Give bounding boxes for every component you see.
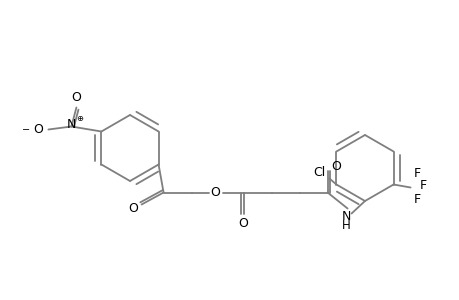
Text: N: N: [341, 210, 351, 223]
Text: H: H: [341, 219, 350, 232]
Text: N: N: [67, 118, 76, 131]
Text: O: O: [34, 123, 43, 136]
Text: F: F: [413, 167, 420, 180]
Text: O: O: [331, 160, 341, 173]
Text: Cl: Cl: [313, 166, 325, 179]
Text: O: O: [129, 202, 138, 215]
Text: O: O: [210, 186, 220, 199]
Text: −: −: [22, 124, 30, 134]
Text: ⊕: ⊕: [76, 114, 83, 123]
Text: O: O: [71, 91, 81, 104]
Text: O: O: [238, 217, 248, 230]
Text: F: F: [419, 179, 426, 192]
Text: F: F: [413, 193, 420, 206]
